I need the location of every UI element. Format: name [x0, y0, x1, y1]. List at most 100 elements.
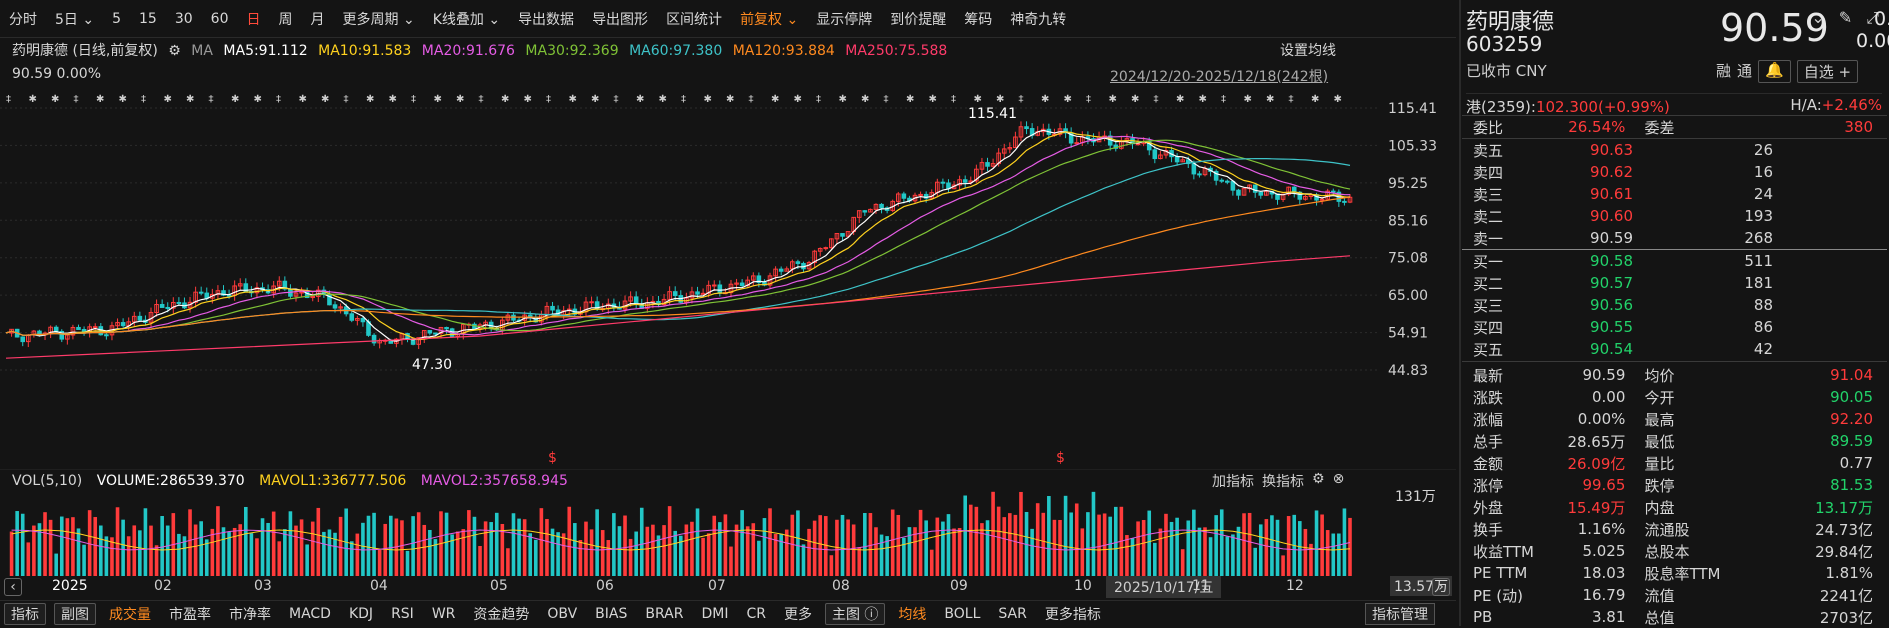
event-marker-icon[interactable]: ✱	[1064, 94, 1072, 105]
toolbar-item-14[interactable]: 前复权 ⌄	[740, 11, 799, 28]
switch-indicator-button[interactable]: 换指标	[1262, 474, 1304, 490]
indicator-3[interactable]: 市盈率	[169, 606, 211, 623]
collapse-icon[interactable]: ⌄	[1811, 8, 1825, 27]
event-marker-icon[interactable]: ✱	[1334, 94, 1342, 105]
event-marker-icon[interactable]: ✱	[929, 94, 937, 105]
scroll-right-button[interactable]: ›	[1432, 578, 1450, 596]
toolbar-item-18[interactable]: 神奇九转	[1010, 11, 1067, 28]
event-marker-icon[interactable]: ✱	[839, 94, 847, 105]
toolbar-item-11[interactable]: 导出数据	[518, 11, 575, 28]
toolbar-item-10[interactable]: K线叠加 ⌄	[432, 11, 501, 28]
indicator-12[interactable]: BRAR	[645, 605, 684, 622]
indicator-4[interactable]: 市净率	[229, 606, 271, 623]
event-marker-icon[interactable]: ✱	[996, 94, 1004, 105]
toolbar-item-0[interactable]: 分时	[9, 11, 37, 28]
event-marker-icon[interactable]: ✱	[1311, 94, 1319, 105]
toolbar-item-4[interactable]: 30	[174, 10, 193, 27]
indicator-manage-button[interactable]: 指标管理	[1365, 603, 1435, 625]
indicator-16[interactable]: 主图 ⓘ	[824, 602, 886, 625]
toolbar-item-13[interactable]: 区间统计	[666, 11, 723, 28]
event-marker-icon[interactable]: ✱	[434, 94, 442, 105]
indicator-5[interactable]: MACD	[289, 605, 331, 622]
indicator-13[interactable]: DMI	[701, 605, 729, 622]
event-marker-icon[interactable]: ‡	[884, 94, 889, 105]
date-range[interactable]: 2024/12/20-2025/12/18(242根)	[1110, 69, 1329, 85]
event-marker-icon[interactable]: ✱	[96, 94, 104, 105]
event-marker-icon[interactable]: ✱	[1199, 94, 1207, 105]
toolbar-item-6[interactable]: 日	[246, 11, 261, 28]
event-marker-icon[interactable]: ✱	[636, 94, 644, 105]
toolbar-item-5[interactable]: 60	[210, 10, 229, 27]
event-marker-icon[interactable]: ✱	[591, 94, 599, 105]
event-marker-icon[interactable]: ✱	[1266, 94, 1274, 105]
event-marker-icon[interactable]: ✱	[119, 94, 127, 105]
kline-chart[interactable]: 115.41 105.33 95.25 85.16 75.08 65.00 54.91 44.…	[0, 90, 1456, 470]
toolbar-item-3[interactable]: 15	[139, 10, 157, 27]
indicator-18[interactable]: BOLL	[944, 605, 981, 622]
add-watchlist-button[interactable]: 自选 +	[1796, 60, 1859, 83]
event-marker-icon[interactable]: ‡	[614, 94, 619, 105]
dividend-icon[interactable]: $	[548, 450, 557, 466]
event-marker-icon[interactable]: ✱	[389, 94, 397, 105]
indicator-2[interactable]: 成交量	[109, 606, 151, 623]
indicator-19[interactable]: SAR	[998, 605, 1027, 622]
event-marker-icon[interactable]: ‡	[411, 94, 416, 105]
event-marker-icon[interactable]: ✱	[1244, 94, 1252, 105]
event-marker-icon[interactable]: ‡	[479, 94, 484, 105]
indicator-10[interactable]: OBV	[547, 605, 578, 622]
event-marker-icon[interactable]: ‡	[74, 94, 79, 105]
indicator-1[interactable]: 副图	[54, 602, 96, 625]
event-marker-icon[interactable]: ✱	[659, 94, 667, 105]
event-marker-icon[interactable]: ‡	[276, 94, 281, 105]
draw-pen-icon[interactable]: ✎	[1838, 8, 1853, 27]
event-marker-icon[interactable]: ✱	[501, 94, 509, 105]
event-marker-icon[interactable]: ‡	[749, 94, 754, 105]
event-marker-icon[interactable]: ‡	[141, 94, 146, 105]
event-marker-icon[interactable]: ✱	[1109, 94, 1117, 105]
toolbar-item-12[interactable]: 导出图形	[592, 11, 649, 28]
event-marker-icon[interactable]: ‡	[1086, 94, 1091, 105]
event-marker-icon[interactable]: ✱	[1041, 94, 1049, 105]
toolbar-item-2[interactable]: 5	[112, 10, 122, 27]
event-marker-icon[interactable]: ✱	[569, 94, 577, 105]
toolbar-item-1[interactable]: 5日 ⌄	[55, 11, 95, 28]
toolbar-item-7[interactable]: 周	[278, 11, 293, 28]
event-marker-icon[interactable]: ‡	[546, 94, 551, 105]
event-marker-icon[interactable]: ‡	[209, 94, 214, 105]
event-marker-icon[interactable]: ✱	[906, 94, 914, 105]
toolbar-item-17[interactable]: 筹码	[964, 11, 993, 28]
volume-chart[interactable]	[0, 490, 1456, 576]
event-marker-icon[interactable]: ‡	[816, 94, 821, 105]
indicator-9[interactable]: 资金趋势	[473, 606, 530, 623]
event-marker-icon[interactable]: ✱	[1131, 94, 1139, 105]
event-marker-icon[interactable]: ✱	[704, 94, 712, 105]
event-marker-icon[interactable]: ✱	[186, 94, 194, 105]
margin-button[interactable]: 融	[1716, 62, 1732, 80]
add-indicator-button[interactable]: 加指标	[1212, 474, 1254, 490]
indicator-7[interactable]: RSI	[391, 605, 414, 622]
event-marker-icon[interactable]: ✱	[51, 94, 59, 105]
event-marker-icon[interactable]: ✱	[771, 94, 779, 105]
settings-icon[interactable]: ⚙	[168, 43, 181, 59]
event-marker-icon[interactable]: ✱	[861, 94, 869, 105]
fullscreen-icon[interactable]: ⤢	[1866, 8, 1879, 27]
close-icon[interactable]: ⊗	[1332, 471, 1345, 487]
event-marker-icon[interactable]: ✱	[366, 94, 374, 105]
toolbar-item-9[interactable]: 更多周期 ⌄	[342, 11, 415, 28]
dividend-icon[interactable]: $	[1056, 450, 1065, 466]
event-marker-icon[interactable]: ✱	[29, 94, 37, 105]
ma-settings-button[interactable]: 设置均线	[1280, 43, 1336, 59]
event-marker-icon[interactable]: ✱	[231, 94, 239, 105]
event-marker-icon[interactable]: ✱	[299, 94, 307, 105]
event-marker-icon[interactable]: ‡	[951, 94, 956, 105]
event-marker-icon[interactable]: ‡	[344, 94, 349, 105]
event-marker-icon[interactable]: ‡	[1154, 94, 1159, 105]
toolbar-item-15[interactable]: 显示停牌	[816, 11, 873, 28]
event-marker-icon[interactable]: ‡	[681, 94, 686, 105]
event-marker-icon[interactable]: ‡	[1221, 94, 1226, 105]
event-marker-icon[interactable]: ✱	[794, 94, 802, 105]
toolbar-item-16[interactable]: 到价提醒	[890, 11, 947, 28]
event-marker-icon[interactable]: ✱	[524, 94, 532, 105]
alert-bell-icon[interactable]: 🔔	[1758, 60, 1791, 83]
indicator-17[interactable]: 均线	[898, 606, 927, 623]
